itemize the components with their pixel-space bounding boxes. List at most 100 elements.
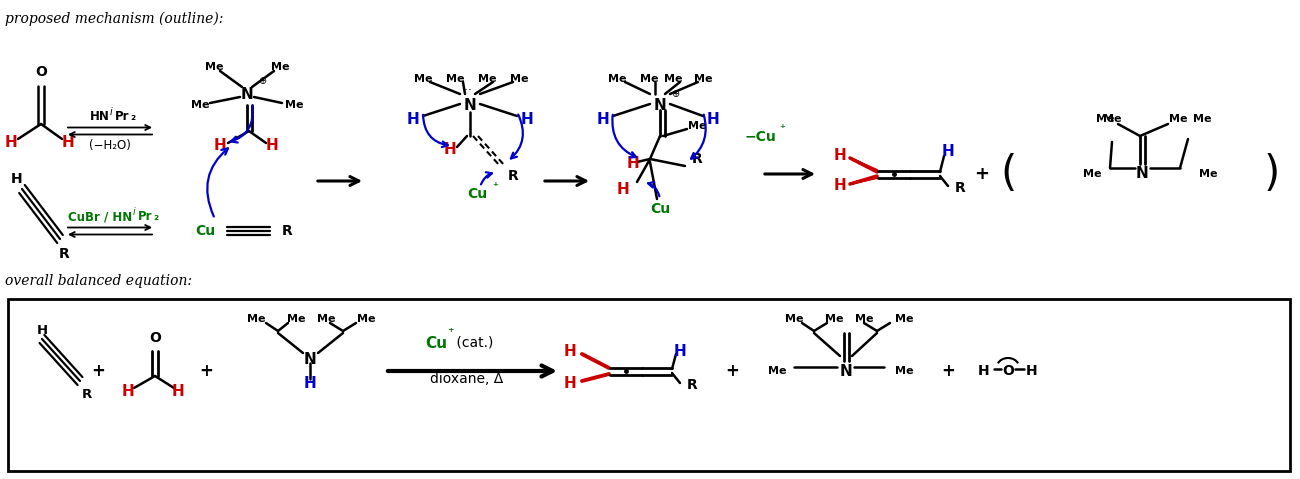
Text: H: H	[172, 384, 185, 399]
Text: R: R	[954, 181, 966, 195]
Text: Me: Me	[1102, 114, 1121, 124]
Text: H: H	[833, 179, 846, 194]
Text: Me: Me	[1169, 114, 1187, 124]
Text: Me: Me	[768, 366, 786, 376]
Text: i: i	[133, 207, 135, 217]
Text: H: H	[978, 364, 989, 378]
Text: Me: Me	[1193, 114, 1212, 124]
Text: H: H	[36, 324, 48, 338]
Text: Me: Me	[287, 314, 306, 324]
Text: dioxane, Δ: dioxane, Δ	[430, 372, 503, 386]
Text: O: O	[35, 65, 47, 79]
Text: R: R	[282, 224, 293, 238]
Text: Me: Me	[640, 74, 658, 84]
Text: (cat.): (cat.)	[452, 336, 494, 350]
Text: H: H	[213, 137, 226, 152]
Text: (−H₂O): (−H₂O)	[90, 138, 131, 151]
Text: Me: Me	[855, 314, 874, 324]
Text: H: H	[707, 112, 719, 126]
Text: ⁺: ⁺	[779, 124, 785, 134]
Text: Cu: Cu	[195, 224, 215, 238]
Text: +: +	[941, 362, 956, 380]
Text: Me: Me	[285, 100, 303, 110]
Text: H: H	[304, 376, 316, 390]
Text: Me: Me	[204, 62, 224, 72]
Text: Me: Me	[824, 314, 844, 324]
Text: N: N	[304, 352, 316, 366]
Text: ⁺: ⁺	[493, 182, 498, 192]
Text: Cu: Cu	[650, 202, 670, 216]
Text: H: H	[407, 112, 420, 126]
Text: N: N	[654, 99, 667, 114]
Text: i: i	[111, 107, 113, 117]
Text: Me: Me	[894, 314, 914, 324]
Text: +: +	[199, 362, 213, 380]
Text: ₂: ₂	[130, 111, 135, 124]
Text: N: N	[840, 364, 853, 378]
Text: H: H	[627, 157, 640, 171]
Text: ): )	[1264, 153, 1280, 195]
Text: N: N	[240, 87, 254, 102]
Text: ⁺: ⁺	[447, 327, 454, 340]
Text: Me: Me	[1096, 114, 1114, 124]
Text: Me: Me	[478, 74, 497, 84]
Text: N: N	[464, 99, 476, 114]
Text: Pr: Pr	[138, 210, 152, 224]
Text: H: H	[564, 376, 576, 390]
Text: Me: Me	[608, 74, 627, 84]
Text: +: +	[725, 362, 738, 380]
Text: Me: Me	[413, 74, 432, 84]
Text: H: H	[597, 112, 610, 126]
Text: −Cu: −Cu	[744, 130, 776, 144]
Text: Me: Me	[1083, 169, 1101, 179]
Text: H: H	[520, 112, 533, 126]
Text: Me: Me	[694, 74, 712, 84]
Text: overall balanced equation:: overall balanced equation:	[5, 274, 192, 288]
Text: H: H	[5, 135, 17, 149]
Text: H: H	[941, 145, 954, 160]
Text: R: R	[692, 152, 702, 166]
Text: Me: Me	[356, 314, 376, 324]
Text: R: R	[82, 388, 92, 401]
Text: ⊕: ⊕	[257, 76, 266, 86]
Text: H: H	[673, 343, 686, 358]
Text: Me: Me	[510, 74, 528, 84]
Text: Me: Me	[894, 366, 914, 376]
Text: H: H	[122, 384, 134, 399]
Text: (: (	[1000, 153, 1017, 195]
Text: Me: Me	[317, 314, 335, 324]
Text: R: R	[686, 378, 697, 392]
Text: HN: HN	[90, 111, 110, 124]
Text: CuBr / HN: CuBr / HN	[68, 210, 133, 224]
Text: Me: Me	[664, 74, 683, 84]
Text: H: H	[443, 142, 456, 158]
Text: Me: Me	[270, 62, 289, 72]
Text: Me: Me	[247, 314, 265, 324]
Text: Me: Me	[446, 74, 464, 84]
Text: ··: ··	[464, 83, 476, 96]
Text: O: O	[1002, 364, 1014, 378]
Text: ⊕: ⊕	[671, 89, 679, 99]
FancyBboxPatch shape	[8, 299, 1290, 471]
Text: Cu: Cu	[425, 335, 447, 351]
Text: Me: Me	[1199, 169, 1217, 179]
Text: R: R	[58, 247, 69, 261]
Text: ₂: ₂	[153, 210, 159, 224]
Text: Me: Me	[785, 314, 803, 324]
Text: +: +	[975, 165, 989, 183]
Text: N: N	[1136, 167, 1148, 182]
Text: H: H	[61, 135, 74, 149]
Text: H: H	[833, 148, 846, 163]
Text: Pr: Pr	[114, 111, 130, 124]
Text: H: H	[265, 137, 278, 152]
Text: +: +	[91, 362, 105, 380]
Text: proposed mechanism (outline):: proposed mechanism (outline):	[5, 12, 224, 26]
Text: H: H	[12, 172, 23, 186]
Text: H: H	[564, 343, 576, 358]
Text: H: H	[616, 182, 629, 196]
Text: Me: Me	[688, 121, 706, 131]
Text: H: H	[1026, 364, 1037, 378]
Text: O: O	[150, 331, 161, 345]
Text: R: R	[507, 169, 519, 183]
Text: Me: Me	[191, 100, 209, 110]
